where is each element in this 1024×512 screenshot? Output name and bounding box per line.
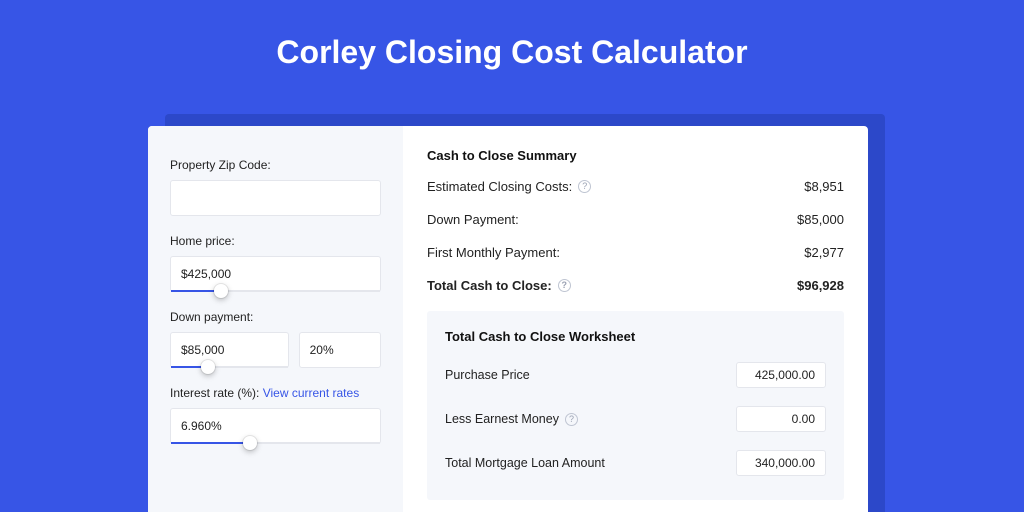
summary-row: First Monthly Payment: $2,977: [427, 245, 844, 260]
interest-rate-value: 6.960%: [181, 419, 222, 433]
zip-input[interactable]: [170, 180, 381, 216]
worksheet-row-label: Purchase Price: [445, 368, 530, 382]
home-price-value: $425,000: [181, 267, 231, 281]
down-payment-value: $85,000: [181, 343, 224, 357]
summary-row-value: $2,977: [804, 245, 844, 260]
summary-total-label: Total Cash to Close:: [427, 278, 552, 293]
worksheet-row-value[interactable]: 340,000.00: [736, 450, 826, 476]
interest-rate-slider-thumb[interactable]: [243, 436, 257, 450]
worksheet-row-value[interactable]: 425,000.00: [736, 362, 826, 388]
down-payment-label: Down payment:: [170, 310, 381, 324]
inputs-panel: Property Zip Code: Home price: $425,000 …: [148, 126, 403, 512]
summary-row-label: First Monthly Payment:: [427, 245, 560, 260]
summary-row-value: $85,000: [797, 212, 844, 227]
interest-rate-slider-fill: [171, 442, 250, 444]
worksheet-row-label: Total Mortgage Loan Amount: [445, 456, 605, 470]
worksheet-row: Purchase Price 425,000.00: [445, 362, 826, 388]
worksheet-row: Total Mortgage Loan Amount 340,000.00: [445, 450, 826, 476]
summary-heading: Cash to Close Summary: [427, 148, 844, 163]
view-rates-link[interactable]: View current rates: [263, 386, 360, 400]
zip-label: Property Zip Code:: [170, 158, 381, 172]
help-icon[interactable]: ?: [565, 413, 578, 426]
calculator-card: Property Zip Code: Home price: $425,000 …: [148, 126, 868, 512]
interest-rate-field: Interest rate (%): View current rates 6.…: [170, 386, 381, 444]
interest-rate-input[interactable]: 6.960%: [170, 408, 381, 444]
down-payment-slider-thumb[interactable]: [201, 360, 215, 374]
home-price-slider-thumb[interactable]: [214, 284, 228, 298]
worksheet-panel: Total Cash to Close Worksheet Purchase P…: [427, 311, 844, 500]
down-payment-input[interactable]: $85,000: [170, 332, 289, 368]
home-price-field: Home price: $425,000: [170, 234, 381, 292]
worksheet-heading: Total Cash to Close Worksheet: [445, 329, 826, 344]
help-icon[interactable]: ?: [558, 279, 571, 292]
down-payment-field: Down payment: $85,000 20%: [170, 310, 381, 368]
summary-total-row: Total Cash to Close: ? $96,928: [427, 278, 844, 293]
home-price-label: Home price:: [170, 234, 381, 248]
page-title: Corley Closing Cost Calculator: [0, 0, 1024, 97]
zip-field: Property Zip Code:: [170, 158, 381, 216]
home-price-input[interactable]: $425,000: [170, 256, 381, 292]
worksheet-row-value[interactable]: 0.00: [736, 406, 826, 432]
summary-row-value: $8,951: [804, 179, 844, 194]
summary-row-label: Down Payment:: [427, 212, 519, 227]
interest-rate-label-text: Interest rate (%):: [170, 386, 263, 400]
interest-rate-label: Interest rate (%): View current rates: [170, 386, 381, 400]
worksheet-row-label: Less Earnest Money: [445, 412, 559, 426]
summary-row: Down Payment: $85,000: [427, 212, 844, 227]
summary-row-label: Estimated Closing Costs:: [427, 179, 572, 194]
summary-row: Estimated Closing Costs:? $8,951: [427, 179, 844, 194]
help-icon[interactable]: ?: [578, 180, 591, 193]
down-payment-pct-value: 20%: [310, 343, 334, 357]
summary-total-value: $96,928: [797, 278, 844, 293]
worksheet-row: Less Earnest Money? 0.00: [445, 406, 826, 432]
down-payment-pct-input[interactable]: 20%: [299, 332, 381, 368]
summary-panel: Cash to Close Summary Estimated Closing …: [403, 126, 868, 512]
